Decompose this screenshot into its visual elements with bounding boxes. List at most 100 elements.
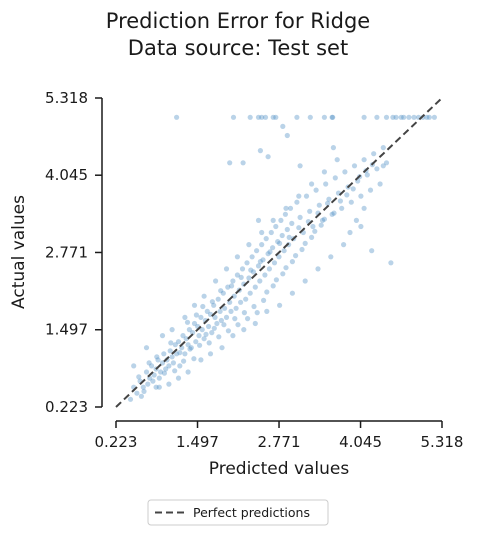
data-point	[265, 154, 271, 160]
data-point	[145, 381, 151, 387]
data-point	[230, 114, 237, 120]
data-point	[223, 266, 230, 272]
data-point	[252, 284, 258, 290]
data-point	[393, 114, 399, 120]
data-point	[198, 357, 204, 363]
data-point	[200, 303, 206, 310]
data-point	[185, 369, 191, 375]
data-point	[286, 234, 292, 240]
data-point	[234, 272, 240, 278]
data-point	[154, 354, 160, 360]
data-point	[244, 260, 250, 266]
y-tick-label: 4.045	[45, 166, 88, 184]
data-point	[141, 388, 147, 394]
data-point	[254, 248, 260, 254]
data-point	[351, 163, 358, 169]
data-point	[296, 193, 302, 199]
data-point	[181, 358, 187, 364]
data-point	[220, 290, 226, 296]
legend-box	[147, 499, 329, 526]
data-point	[411, 114, 417, 120]
data-point	[232, 316, 238, 322]
data-point	[138, 393, 144, 399]
data-point	[249, 254, 255, 260]
data-point	[339, 205, 345, 211]
data-point	[321, 114, 327, 120]
data-point	[217, 308, 223, 314]
data-point	[259, 242, 265, 248]
data-point	[188, 345, 194, 351]
data-point	[191, 302, 198, 308]
data-point	[264, 308, 270, 314]
data-point	[283, 265, 289, 271]
data-point	[169, 354, 175, 360]
data-point	[230, 278, 236, 284]
data-point	[161, 370, 167, 376]
data-point	[196, 333, 202, 339]
data-point	[204, 308, 210, 314]
x-axis-label: Predicted values	[209, 459, 350, 479]
data-point	[175, 339, 182, 345]
data-point	[158, 369, 164, 375]
data-point	[246, 275, 252, 281]
data-point	[312, 228, 318, 234]
data-point	[294, 199, 300, 205]
data-point	[328, 254, 334, 260]
data-point	[166, 363, 172, 369]
y-tick-label: 0.223	[45, 398, 88, 416]
data-point	[371, 151, 377, 157]
legend: Perfect predictions	[147, 499, 329, 526]
data-point	[307, 114, 313, 120]
data-point	[213, 278, 219, 284]
data-point	[206, 340, 212, 346]
data-point	[342, 169, 348, 175]
data-point	[426, 114, 432, 120]
data-point	[247, 290, 253, 296]
perfect-predictions-line	[115, 97, 443, 408]
data-point	[424, 114, 430, 120]
data-point	[271, 260, 278, 266]
data-point	[203, 331, 209, 337]
data-point	[255, 263, 262, 269]
data-point	[151, 372, 157, 378]
data-point	[177, 350, 183, 356]
data-point	[398, 114, 404, 120]
data-point	[218, 288, 224, 294]
data-point	[252, 320, 258, 327]
x-axis-ticks: 0.223 1.497 2.771 4.045 5.318	[95, 421, 463, 451]
data-point	[279, 232, 285, 239]
data-point	[228, 308, 234, 314]
data-point	[273, 277, 279, 283]
data-point	[273, 223, 279, 230]
data-point	[277, 240, 283, 246]
y-axis-ticks: 0.223 1.497 2.771 4.045 5.318	[45, 89, 102, 416]
data-point	[199, 327, 205, 333]
data-point	[261, 297, 267, 303]
data-point	[183, 336, 189, 342]
data-point	[186, 327, 192, 333]
data-point	[134, 390, 140, 396]
data-point	[227, 160, 233, 166]
data-point	[406, 114, 412, 120]
data-point	[222, 305, 228, 311]
data-point	[161, 351, 167, 357]
data-point	[309, 181, 315, 187]
data-point	[230, 333, 236, 339]
data-point	[172, 342, 178, 348]
data-point	[223, 314, 230, 320]
data-point	[318, 222, 324, 228]
data-point	[330, 145, 336, 151]
data-point	[167, 348, 173, 354]
data-point	[297, 214, 303, 220]
data-point	[284, 226, 290, 233]
data-point	[270, 217, 276, 223]
data-point	[334, 157, 340, 163]
data-point	[262, 114, 269, 120]
data-point	[163, 366, 169, 372]
data-point	[175, 375, 182, 381]
data-point	[156, 375, 162, 381]
data-point	[330, 114, 336, 120]
data-point	[337, 198, 343, 204]
data-point	[282, 211, 288, 217]
